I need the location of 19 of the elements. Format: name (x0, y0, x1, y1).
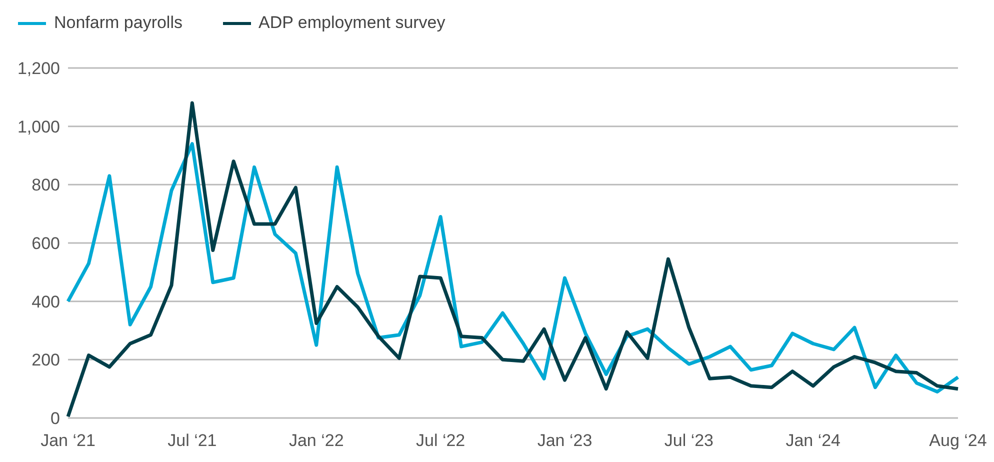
x-tick-label: Aug ‘24 (929, 431, 987, 450)
x-tick-label: Jul ‘23 (664, 431, 714, 450)
y-tick-label: 0 (50, 409, 60, 428)
x-tick-label: Jul ‘22 (416, 431, 466, 450)
x-tick-label: Jan ‘21 (40, 431, 96, 450)
x-tick-label: Jan ‘23 (537, 431, 592, 450)
y-tick-label: 800 (32, 176, 60, 195)
line-series (66, 142, 960, 394)
x-tick-label: Jan ‘24 (786, 431, 841, 450)
y-tick-label: 400 (32, 292, 60, 312)
x-tick-label: Jan ‘22 (288, 431, 344, 450)
legend-label: ADP employment survey (258, 13, 446, 33)
y-tick-label: 200 (32, 350, 60, 370)
legend-label: Nonfarm payrolls (54, 13, 182, 33)
y-tick-label: 1,200 (17, 59, 60, 78)
y-tick-label: 1,000 (17, 117, 60, 136)
y-tick-label: 600 (32, 234, 60, 254)
line-series (66, 101, 960, 418)
x-tick-label: Jul ‘21 (168, 431, 217, 450)
